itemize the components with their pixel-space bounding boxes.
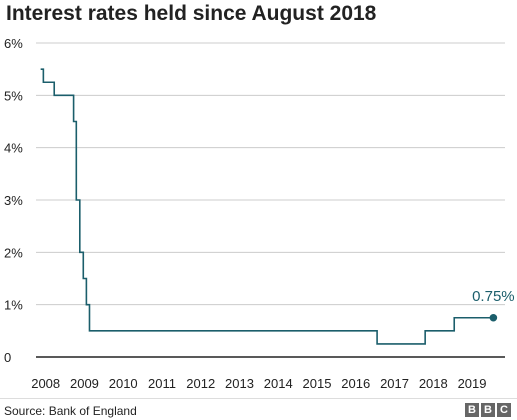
- y-tick-label: 6%: [4, 36, 23, 51]
- x-tick-label: 2014: [264, 376, 293, 391]
- y-tick-label: 2%: [4, 245, 23, 260]
- x-tick-label: 2012: [186, 376, 215, 391]
- y-tick-label: 4%: [4, 141, 23, 156]
- x-tick-label: 2011: [148, 376, 176, 391]
- x-tick-label: 2015: [303, 376, 332, 391]
- footer-divider: [0, 398, 517, 399]
- x-tick-label: 2019: [458, 376, 487, 391]
- y-tick-label: 3%: [4, 193, 23, 208]
- x-tick-label: 2013: [225, 376, 254, 391]
- x-tick-label: 2009: [70, 376, 99, 391]
- x-tick-label: 2017: [380, 376, 409, 391]
- bbc-logo-letter: C: [497, 403, 511, 417]
- source-note: Source: Bank of England: [4, 404, 137, 418]
- x-tick-label: 2016: [341, 376, 370, 391]
- bbc-logo: B B C: [465, 403, 511, 417]
- y-tick-label: 1%: [4, 298, 23, 313]
- bbc-logo-letter: B: [481, 403, 495, 417]
- series-line: [40, 68, 494, 345]
- chart-title: Interest rates held since August 2018: [6, 2, 377, 25]
- series-end-point: [489, 313, 498, 322]
- x-tick-label: 2018: [419, 376, 448, 391]
- y-tick-label: 5%: [4, 88, 23, 103]
- annotation-label: 0.75%: [472, 288, 515, 305]
- x-tick-label: 2010: [109, 376, 138, 391]
- y-tick-label: 0: [4, 350, 11, 365]
- bbc-logo-letter: B: [465, 403, 479, 417]
- chart-plot: 0 1% 2% 3% 4% 5% 6% 2008 2009 2010 2011 2012 2013 201…: [4, 36, 515, 391]
- x-tick-label: 2008: [31, 376, 60, 391]
